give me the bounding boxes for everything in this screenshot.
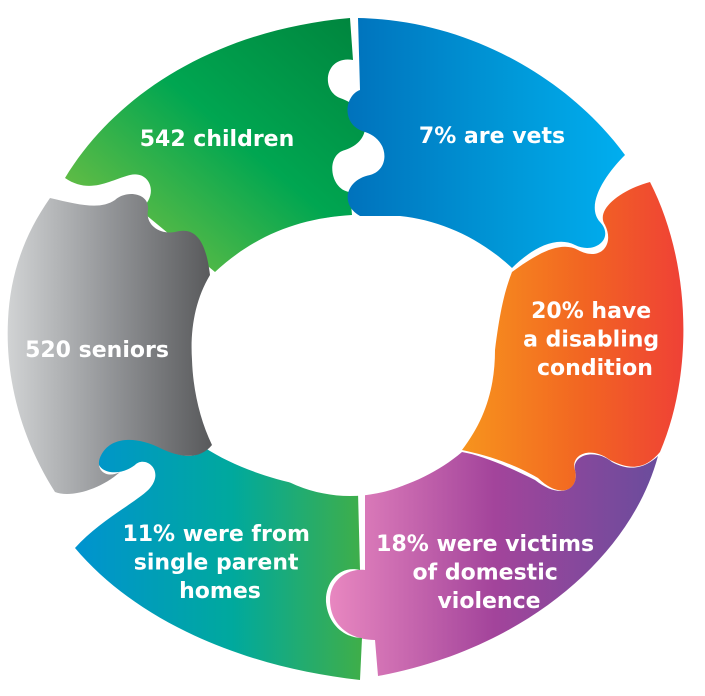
segment-domestic-violence: 18% were victims of domestic violence xyxy=(330,452,658,676)
segment-vets: 7% are vets xyxy=(347,18,625,268)
puzzle-piece-seniors xyxy=(7,194,212,494)
segment-disabling: 20% have a disabling condition xyxy=(462,182,684,491)
puzzle-piece-vets xyxy=(347,18,625,268)
segment-single-parent: 11% were from single parent homes xyxy=(75,436,362,680)
label-single-parent: 11% were from single parent homes xyxy=(122,522,317,604)
center-hole xyxy=(210,216,490,496)
puzzle-piece-children xyxy=(65,18,366,272)
label-vets: 7% are vets xyxy=(419,124,565,149)
puzzle-piece-domestic-violence xyxy=(330,452,658,676)
segment-seniors: 520 seniors xyxy=(7,194,212,494)
label-domestic-violence: 18% were victims of domestic violence xyxy=(376,532,602,614)
puzzle-piece-single-parent xyxy=(75,436,362,680)
puzzle-piece-disabling xyxy=(462,182,684,491)
segment-children: 542 children xyxy=(65,18,366,272)
label-children: 542 children xyxy=(140,127,295,152)
label-seniors: 520 seniors xyxy=(25,338,169,363)
label-disabling: 20% have a disabling condition xyxy=(523,299,667,381)
